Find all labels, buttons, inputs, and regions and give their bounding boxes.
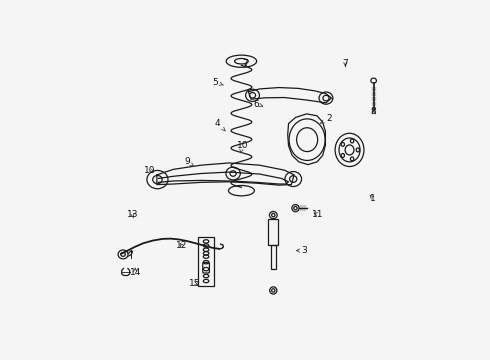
Text: 2: 2 <box>320 114 332 123</box>
Text: 5: 5 <box>212 77 223 86</box>
Text: 10: 10 <box>237 141 248 153</box>
Bar <box>269 219 278 245</box>
Text: 8: 8 <box>371 107 376 116</box>
Text: 11: 11 <box>312 210 323 219</box>
Text: 1: 1 <box>370 194 376 203</box>
Bar <box>270 245 276 269</box>
Text: 7: 7 <box>243 59 248 68</box>
Text: 12: 12 <box>175 240 187 249</box>
Text: 7: 7 <box>343 59 348 68</box>
Bar <box>198 237 214 286</box>
Text: 10: 10 <box>144 166 156 175</box>
Text: 13: 13 <box>127 210 138 219</box>
Text: 14: 14 <box>129 268 141 277</box>
Text: 3: 3 <box>296 246 307 255</box>
Text: 6: 6 <box>254 100 263 109</box>
Text: 9: 9 <box>185 157 194 166</box>
Text: 15: 15 <box>189 279 201 288</box>
Text: 4: 4 <box>215 119 225 131</box>
